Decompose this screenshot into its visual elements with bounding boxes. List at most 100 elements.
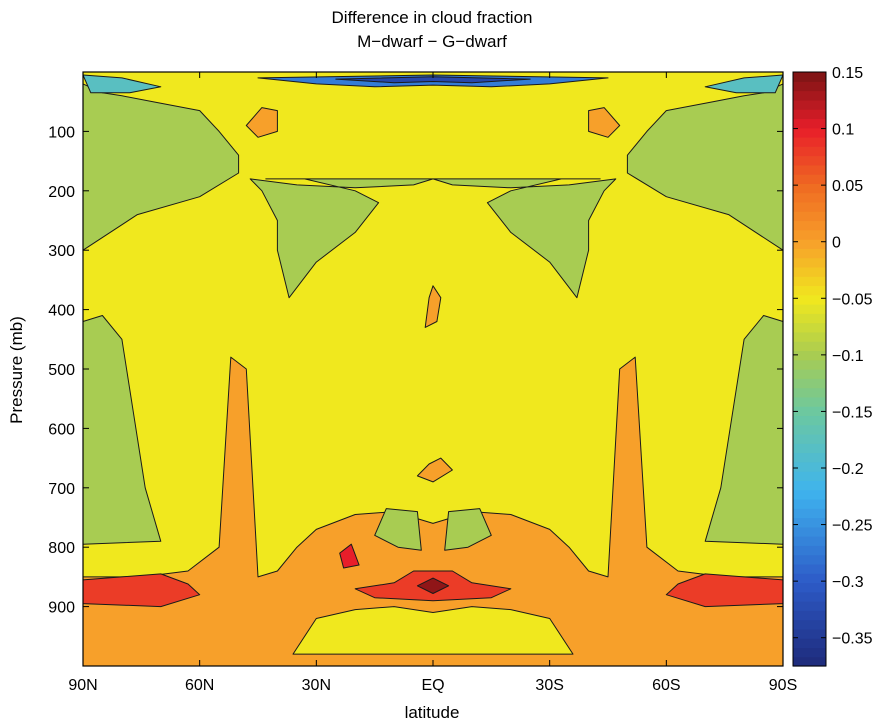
colorbar-tick-label: 0 [832, 235, 841, 252]
colorbar-step [793, 99, 826, 110]
contour-region-top-cyan-s [704, 74, 784, 94]
colorbar-tick-label: −0.3 [832, 574, 864, 591]
colorbar-step [793, 369, 826, 379]
colorbar-step [793, 517, 826, 528]
colorbar-step [793, 508, 826, 519]
colorbar-step [793, 285, 826, 296]
colorbar-step [793, 294, 826, 305]
colorbar-step [793, 350, 826, 361]
x-tick-label: 90N [68, 677, 97, 694]
colorbar-step [793, 266, 826, 277]
colorbar-step [793, 582, 826, 593]
x-tick-label: 30N [302, 677, 331, 694]
y-tick-label: 900 [48, 600, 75, 617]
x-tick-label: 90S [769, 677, 797, 694]
colorbar-tick-label: −0.2 [832, 461, 864, 478]
colorbar-step [793, 480, 826, 491]
y-tick-label: 200 [48, 184, 75, 201]
colorbar-step [793, 489, 826, 500]
colorbar-step [793, 331, 826, 342]
colorbar: 0.15 0.1 0.05 0 −0.05 −0.1 −0.15 −0.2 −0.25 −0.3 −… [792, 65, 873, 667]
colorbar-step [793, 359, 826, 370]
colorbar-step [793, 573, 826, 584]
colorbar-step [793, 304, 826, 314]
colorbar-step [793, 276, 826, 287]
y-tick-label: 500 [48, 362, 75, 379]
y-tick-label: 800 [48, 540, 75, 557]
colorbar-step [793, 378, 826, 389]
colorbar-tick-label: −0.05 [832, 291, 873, 308]
colorbar-step [793, 313, 826, 324]
contour-region-core-yellow [292, 606, 574, 655]
colorbar-step [793, 406, 826, 417]
colorbar-step [793, 452, 826, 463]
colorbar-step [793, 146, 826, 157]
contour-region-orange-eq [416, 457, 453, 483]
y-tick-label: 100 [48, 124, 75, 141]
colorbar-step [793, 471, 826, 481]
colorbar-step [793, 610, 826, 621]
contour-region-orange-100-n [245, 107, 278, 138]
colorbar-step [793, 81, 826, 92]
contour-region-orange-100-s [588, 107, 621, 138]
contour-region-orange-upper [424, 285, 442, 328]
colorbar-step [793, 628, 826, 639]
colorbar-step [793, 127, 826, 138]
contour-region-eq-core [416, 577, 450, 594]
colorbar-step [793, 229, 826, 240]
colorbar-step [793, 183, 826, 194]
colorbar-tick-label: 0.15 [832, 65, 863, 82]
colorbar-step [793, 424, 826, 435]
colorbar-step [793, 554, 826, 565]
colorbar-step [793, 563, 826, 574]
colorbar-step [793, 239, 826, 249]
y-tick-label: 300 [48, 243, 75, 260]
x-axis-label: latitude [405, 703, 460, 722]
y-axis-label: Pressure (mb) [7, 316, 26, 424]
x-tick-label: 30S [535, 677, 563, 694]
colorbar-step [793, 341, 826, 352]
colorbar-step [793, 647, 826, 658]
colorbar-frame [792, 71, 827, 667]
contour-region-green-low-n [374, 508, 422, 551]
x-tick-label: 60S [652, 677, 680, 694]
chart-subtitle: M−dwarf − G−dwarf [357, 32, 507, 51]
y-tick-label: 700 [48, 481, 75, 498]
colorbar-step [793, 72, 826, 82]
colorbar-tick-label: −0.15 [832, 404, 873, 421]
colorbar-step [793, 433, 826, 444]
contour-region-top-cyan-n [82, 74, 162, 94]
colorbar-step [793, 396, 826, 407]
colorbar-tick-label: 0.1 [832, 122, 854, 139]
colorbar-step [793, 118, 826, 129]
x-tick-label: EQ [421, 677, 444, 694]
colorbar-step [793, 136, 826, 147]
contour-region-green-low-s [444, 508, 492, 551]
contour-region-red-dot [339, 543, 360, 569]
colorbar-tick-label: −0.35 [832, 631, 873, 648]
colorbar-step [793, 211, 826, 222]
colorbar-step [793, 536, 826, 546]
colorbar-step [793, 257, 826, 268]
colorbar-step [793, 638, 826, 649]
colorbar-step [793, 201, 826, 212]
colorbar-step [793, 109, 826, 120]
x-tick-label: 60N [185, 677, 214, 694]
colorbar-step [793, 248, 826, 259]
contour-region-green-arc [249, 178, 617, 299]
plot-area: 90N 60N 30N EQ 30S 60S 90S 100 200 300 400 500 600 70… [48, 71, 797, 694]
y-tick-label: 600 [48, 421, 75, 438]
colorbar-tick-label: −0.25 [832, 518, 873, 535]
colorbar-step [793, 220, 826, 231]
contour-region-band-low-south [82, 356, 784, 667]
y-tick-label: 400 [48, 303, 75, 320]
chart-title: Difference in cloud fraction [332, 8, 533, 27]
colorbar-step [793, 174, 826, 184]
colorbar-step [793, 387, 826, 398]
colorbar-tick-label: 0.05 [832, 178, 863, 195]
colorbar-step [793, 90, 826, 101]
colorbar-step [793, 415, 826, 426]
colorbar-step [793, 192, 826, 203]
colorbar-step [793, 619, 826, 630]
